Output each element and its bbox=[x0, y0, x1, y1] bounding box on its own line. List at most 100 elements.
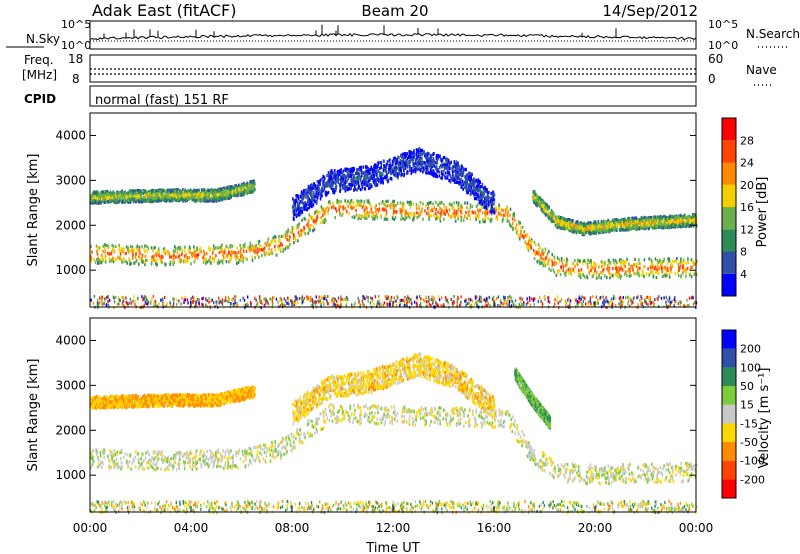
power-cell bbox=[484, 219, 486, 224]
power-cell bbox=[112, 244, 115, 248]
power-cell bbox=[364, 181, 366, 185]
power-cell bbox=[369, 203, 372, 207]
power-cell bbox=[358, 199, 360, 203]
power-cell bbox=[100, 201, 102, 205]
power-cell bbox=[212, 248, 214, 252]
power-cell bbox=[454, 169, 457, 173]
power-cell bbox=[410, 200, 412, 204]
power-cell bbox=[580, 268, 583, 272]
power-cell bbox=[460, 173, 463, 177]
power-cell bbox=[133, 198, 135, 202]
power-cell bbox=[664, 265, 667, 269]
power-cell bbox=[369, 186, 371, 190]
power-cell bbox=[455, 180, 458, 184]
power-cell bbox=[307, 225, 310, 229]
beam-title: Beam 20 bbox=[361, 2, 428, 20]
power-cell bbox=[494, 208, 496, 212]
power-cell bbox=[151, 188, 154, 193]
power-cell bbox=[346, 210, 348, 214]
power-cell bbox=[656, 263, 659, 267]
power-cell bbox=[600, 270, 602, 275]
power-cell bbox=[636, 272, 638, 276]
power-cell bbox=[432, 174, 435, 178]
power-cell bbox=[138, 262, 140, 266]
power-cell bbox=[403, 163, 406, 167]
power-cell bbox=[206, 199, 208, 203]
power-cell bbox=[600, 260, 603, 264]
cpid-label: CPID bbox=[24, 92, 56, 106]
power-cell bbox=[216, 193, 219, 197]
power-cell bbox=[297, 206, 300, 210]
power-cell bbox=[475, 197, 477, 201]
power-cell bbox=[672, 259, 674, 263]
power-cell bbox=[213, 196, 215, 200]
power-cell bbox=[579, 259, 582, 263]
power-cell bbox=[552, 268, 555, 272]
power-cell bbox=[427, 211, 430, 215]
power-cell bbox=[408, 202, 411, 206]
power-cell bbox=[565, 259, 568, 263]
power-cell bbox=[418, 166, 421, 170]
power-cell bbox=[296, 212, 298, 216]
power-cell bbox=[364, 177, 366, 181]
power-cell bbox=[366, 165, 369, 169]
power-cell bbox=[100, 197, 103, 201]
power-cell bbox=[257, 240, 260, 244]
power-cell bbox=[469, 178, 471, 182]
power-cell bbox=[139, 197, 142, 201]
power-cell bbox=[648, 273, 650, 277]
power-cell bbox=[555, 261, 558, 265]
power-cell bbox=[107, 195, 109, 199]
power-cell bbox=[124, 200, 126, 204]
power-cell bbox=[192, 196, 194, 200]
power-cell bbox=[261, 248, 264, 252]
power-cell bbox=[443, 166, 446, 170]
power-cell bbox=[603, 262, 605, 266]
power-cell bbox=[259, 248, 261, 252]
power-cell bbox=[360, 168, 362, 172]
power-cell bbox=[408, 168, 411, 172]
power-cell bbox=[482, 195, 485, 199]
power-cell bbox=[558, 269, 561, 273]
power-cell bbox=[403, 202, 405, 206]
power-cell bbox=[350, 183, 352, 187]
power-cell bbox=[323, 218, 325, 222]
power-cell bbox=[241, 187, 244, 191]
power-cell bbox=[598, 265, 600, 269]
power-cell bbox=[93, 195, 95, 199]
power-cell bbox=[328, 180, 330, 184]
power-cell bbox=[398, 155, 400, 159]
power-cell bbox=[566, 263, 568, 267]
power-cell bbox=[381, 201, 383, 205]
power-cell bbox=[338, 208, 340, 212]
power-cell bbox=[482, 218, 484, 222]
power-cell bbox=[155, 252, 157, 256]
power-cell bbox=[320, 205, 323, 209]
power-cell bbox=[141, 200, 143, 204]
power-cell bbox=[472, 211, 474, 215]
power-cell bbox=[619, 258, 621, 262]
power-cell bbox=[350, 174, 353, 178]
power-cell bbox=[254, 251, 256, 255]
power-cell bbox=[490, 210, 493, 214]
power-cell bbox=[292, 209, 294, 213]
power-cell bbox=[294, 236, 296, 240]
power-cell bbox=[666, 261, 669, 265]
power-cell bbox=[382, 181, 384, 185]
power-cell bbox=[405, 163, 407, 167]
power-cell bbox=[96, 193, 98, 197]
power-cell bbox=[325, 207, 327, 211]
power-cell bbox=[113, 248, 115, 252]
power-cell bbox=[548, 267, 550, 271]
power-cell bbox=[162, 250, 165, 254]
power-cell bbox=[129, 244, 132, 249]
power-cell bbox=[172, 263, 174, 267]
power-cell bbox=[429, 168, 432, 172]
power-cell bbox=[197, 189, 200, 193]
power-cell bbox=[615, 228, 618, 232]
power-cell bbox=[342, 212, 344, 216]
power-cell bbox=[460, 209, 462, 213]
power-cell bbox=[144, 199, 146, 203]
power-cell bbox=[496, 217, 499, 222]
power-cell bbox=[241, 191, 244, 195]
